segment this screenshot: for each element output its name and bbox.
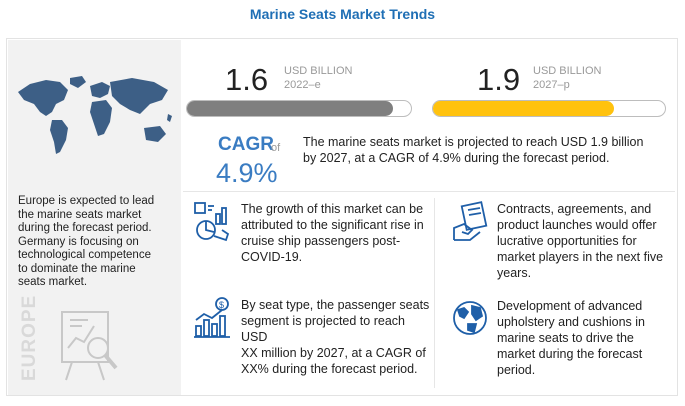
europe-line: technological competence [18, 249, 151, 261]
cagr-of: of [271, 142, 281, 154]
card-line: product launches would offer [497, 218, 657, 232]
metric-2022-year: 2022–e [284, 79, 321, 91]
card-line: segment is projected to reach USD [241, 314, 405, 344]
card-line: The growth of this market can be [241, 202, 424, 216]
card-line: COVID-19. [241, 250, 303, 264]
growth-chart-icon [194, 202, 230, 242]
metric-2022-value: 1.6 [225, 62, 269, 97]
card-growth-text: The growth of this market can be attribu… [241, 201, 431, 265]
card-line: period. [497, 363, 536, 377]
card-line: marine seats to drive the [497, 331, 634, 345]
card-line: cruise ship passengers post- [241, 234, 401, 248]
metric-2027-bar [432, 100, 666, 117]
card-line: By seat type, the passenger seats [241, 298, 430, 312]
contract-handshake-icon [453, 201, 488, 241]
card-line: attributed to the significant rise in [241, 218, 424, 232]
column-divider [434, 198, 435, 388]
europe-line: the marine seats market [18, 208, 142, 221]
card-line: XX% during the forecast period. [241, 362, 418, 376]
card-line: XX million by 2027, at a CAGR of [241, 346, 426, 360]
card-line: market during the forecast [497, 347, 643, 361]
cagr-value: 4.9% [216, 158, 278, 188]
card-line: Development of advanced [497, 299, 643, 313]
europe-line: during the forecast period. [18, 222, 152, 234]
europe-line: Germany is focusing on [18, 235, 139, 248]
card-line: market players in the next five [497, 250, 664, 264]
metric-2027-bar-fill [433, 101, 614, 116]
cagr-label: CAGR [218, 134, 274, 155]
svg-text:$: $ [219, 300, 224, 310]
metric-2027-value: 1.9 [477, 62, 521, 97]
europe-line: Europe is expected to lead [18, 195, 155, 207]
metric-2022-unit: USD BILLION [284, 65, 353, 77]
analysis-board-icon [61, 311, 118, 381]
page-title: Marine Seats Market Trends [249, 6, 436, 22]
metric-2022-bar [186, 100, 412, 117]
summary-line: The marine seats market is projected to … [303, 135, 644, 149]
market-summary: The marine seats market is projected to … [303, 134, 648, 166]
world-map-icon [18, 76, 172, 154]
money-bar-chart-icon: $ [194, 297, 230, 338]
card-line: upholstery and cushions in [497, 315, 646, 329]
card-contracts-text: Contracts, agreements, and product launc… [497, 201, 677, 281]
section-divider [183, 191, 675, 192]
metric-2022-bar-fill [187, 101, 394, 116]
card-development-text: Development of advanced upholstery and c… [497, 298, 677, 378]
card-line: Contracts, agreements, and [497, 202, 652, 216]
metric-2027-year: 2027–p [533, 79, 570, 91]
europe-description: Europe is expected to lead the marine se… [18, 195, 178, 290]
card-line: years. [497, 266, 532, 280]
region-label: EUROPE [19, 294, 40, 381]
metric-2027-unit: USD BILLION [533, 65, 602, 77]
europe-line: to dominate the marine [18, 262, 136, 275]
card-seat-type-text: By seat type, the passenger seats segmen… [241, 297, 433, 377]
europe-line: seats market. [18, 276, 88, 288]
summary-line: by 2027, at a CAGR of 4.9% during the fo… [303, 151, 610, 165]
card-line: lucrative opportunities for [497, 234, 637, 248]
globe-icon [453, 301, 487, 335]
